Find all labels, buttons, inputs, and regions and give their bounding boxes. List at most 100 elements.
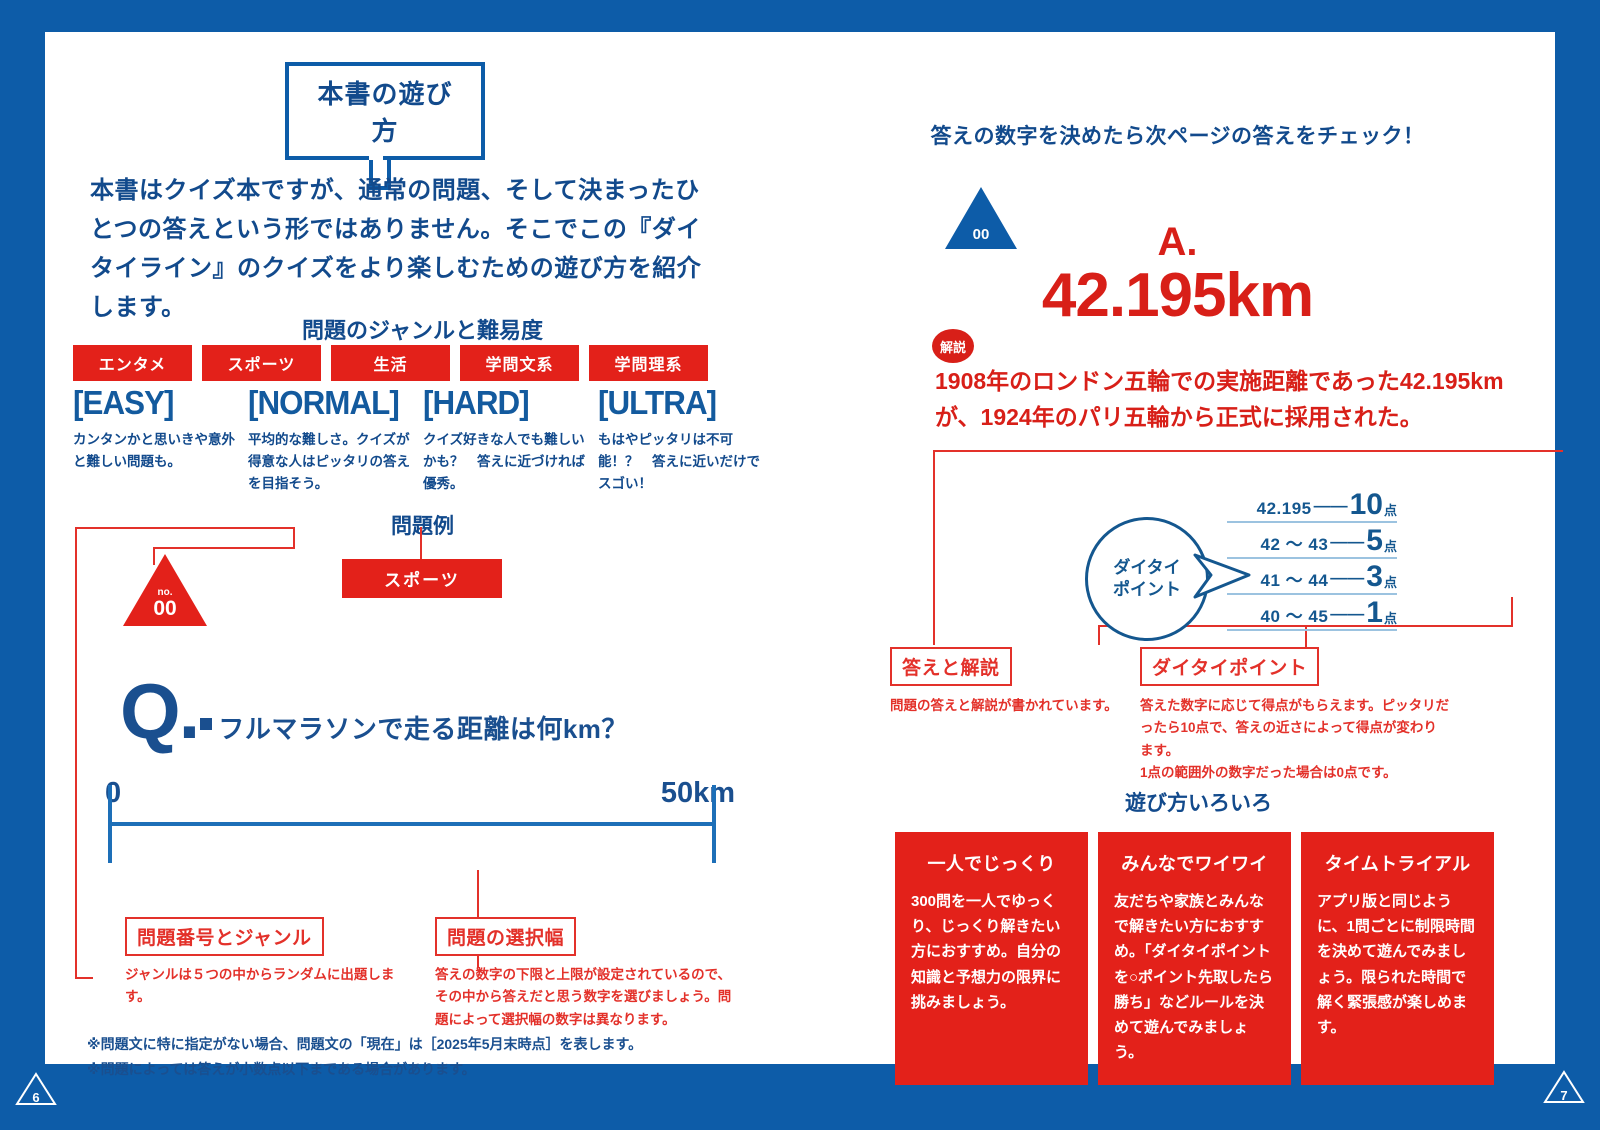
callout-label: ダイタイポイント: [1140, 647, 1320, 686]
points-table: 42.195 —— 10 点 42 〜 43 —— 5 点 41 〜 44 ——…: [1227, 487, 1397, 631]
points-row: 42.195 —— 10 点: [1227, 487, 1397, 523]
left-page: 本書の遊び方 本書はクイズ本ですが、通常の問題、そして決まったひとつの答えという…: [45, 32, 800, 1077]
daitai-point-bubble: ダイタイ ポイント: [1085, 517, 1209, 641]
points-range: 42 〜 43: [1260, 535, 1329, 554]
play-style-card[interactable]: タイムトライアル アプリ版と同じように、1問ごとに制限時間を決めて遊んでみましょ…: [1301, 832, 1494, 1086]
scale-tick-right: [712, 785, 716, 863]
connector-line: [933, 450, 935, 645]
genre-tag-row: エンタメ スポーツ 生活 学問文系 学問理系: [73, 345, 773, 381]
play-styles-heading: 遊び方いろいろ: [1125, 792, 1272, 815]
page-number-left: 6: [14, 1070, 58, 1108]
example-heading: 問題例: [391, 515, 454, 538]
points-range: 40 〜 45: [1260, 607, 1329, 626]
points-unit: 点: [1383, 611, 1397, 626]
question-line: Q. フルマラソンで走る距離は何km？: [120, 672, 628, 750]
answer-value: 42.195km: [1041, 261, 1314, 330]
scale-bar: [108, 822, 712, 826]
callout-desc: 答えた数字に応じて得点がもらえます。ピッタリだったら10点で、答えの近さによって…: [1140, 698, 1450, 780]
genre-tag[interactable]: 生活: [331, 345, 450, 381]
points-unit: 点: [1383, 575, 1397, 590]
q-letter: Q.: [120, 667, 200, 755]
connector-line: [293, 527, 295, 549]
difficulty-item: [HARD] クイズ好きな人でも難しいかも？ 答えに近づければ優秀。: [423, 382, 598, 494]
difficulty-item: [NORMAL] 平均的な難しさ。クイズが得意な人はピッタリの答えを目指そう。: [248, 382, 423, 494]
answer-label: A.: [1157, 220, 1198, 264]
bubble-tail: [369, 155, 391, 190]
badge-no-label: no.: [157, 586, 173, 598]
bubble-pointer-icon: [1193, 553, 1251, 599]
difficulty-desc: 平均的な難しさ。クイズが得意な人はピッタリの答えを目指そう。: [248, 431, 410, 491]
genre-tag[interactable]: 学問文系: [460, 345, 579, 381]
connector-line: [420, 527, 422, 560]
callout-desc: 答えの数字の下限と上限が設定されているので、その中から答えだと思う数字を選びまし…: [435, 967, 732, 1027]
connector-line: [1305, 625, 1307, 647]
book-spread: 本書の遊び方 本書はクイズ本ですが、通常の問題、そして決まったひとつの答えという…: [45, 32, 1563, 1086]
badge-number: 00: [153, 596, 177, 620]
card-title: みんなでワイワイ: [1121, 854, 1268, 874]
bubble-line-1: ダイタイ: [1113, 557, 1181, 577]
page-number-value: 7: [1560, 1088, 1568, 1103]
connector-line: [75, 527, 77, 979]
difficulty-name: [EASY]: [73, 384, 175, 421]
connector-line: [1098, 625, 1100, 645]
callout-answer-range: 問題の選択幅 答えの数字の下限と上限が設定されているので、その中から答えだと思う…: [435, 917, 735, 1031]
page-number-right: 7: [1542, 1068, 1586, 1106]
difficulty-desc: もはやピッタリは不可能！？ 答えに近いだけでスゴい！: [598, 431, 760, 491]
points-row: 40 〜 45 —— 1 点: [1227, 595, 1397, 631]
footnotes: ※問題文に特に指定がない場合、問題文の「現在」は［2025年5月末時点］を表しま…: [87, 1032, 727, 1081]
question-number-badge: no. 00: [123, 554, 207, 626]
page-number-value: 6: [32, 1090, 40, 1105]
callout-label: 問題番号とジャンル: [125, 917, 324, 956]
connector-line: [933, 450, 1563, 452]
genre-tag[interactable]: 学問理系: [589, 345, 708, 381]
section-title-bubble: 本書の遊び方: [285, 62, 485, 190]
intro-paragraph: 本書はクイズ本ですが、通常の問題、そして決まったひとつの答えという形ではありませ…: [90, 177, 702, 321]
points-dash: ——: [1313, 496, 1348, 515]
question-number-triangle-icon: [123, 554, 207, 626]
card-title: タイムトライアル: [1324, 854, 1471, 874]
right-page-heading: 答えの数字を決めたら次ページの答えをチェック！: [930, 125, 1425, 148]
points-score: 3: [1366, 559, 1383, 593]
connector-line: [75, 527, 295, 529]
example-genre-tag[interactable]: スポーツ: [342, 559, 502, 598]
question-text: フルマラソンで走る距離は何km？: [218, 714, 628, 744]
section-title: 本書の遊び方: [285, 62, 485, 160]
genre-tag[interactable]: スポーツ: [202, 345, 321, 381]
difficulty-item: [ULTRA] もはやピッタリは不可能！？ 答えに近いだけでスゴい！: [598, 382, 773, 494]
play-style-card[interactable]: みんなでワイワイ 友だちや家族とみんなで解きたい方におすすめ。「ダイタイポイント…: [1098, 832, 1291, 1086]
difficulty-name: [ULTRA]: [598, 384, 717, 421]
explanation-badge: 解説: [932, 329, 974, 363]
points-score: 10: [1349, 487, 1383, 521]
difficulty-item: [EASY] カンタンかと思いきや意外と難しい問題も。: [73, 382, 248, 494]
points-dash: ——: [1330, 568, 1365, 587]
explanation-text: 1908年のロンドン五輪での実施距離であった42.195kmが、1924年のパリ…: [935, 368, 1504, 430]
callout-answer-explanation: 答えと解説 問題の答えと解説が書かれています。: [890, 647, 1140, 717]
play-style-cards: 一人でじっくり 300問を一人でゆっくり、じっくり解きたい方におすすめ。自分の知…: [895, 832, 1495, 1086]
page-triangle-icon: [15, 1072, 57, 1105]
connector-line: [153, 547, 295, 549]
bubble-line-2: ポイント: [1113, 580, 1181, 599]
scale-max-label: 50km: [660, 777, 735, 809]
callout-desc: ジャンルは５つの中からランダムに出題します。: [125, 967, 395, 1005]
points-row: 41 〜 44 —— 3 点: [1227, 559, 1397, 595]
points-score: 1: [1366, 595, 1383, 629]
genre-tag[interactable]: エンタメ: [73, 345, 192, 381]
q-square-icon: [200, 718, 213, 730]
points-dash: ——: [1330, 532, 1365, 551]
page-triangle-icon: [1543, 1070, 1585, 1103]
card-body: 友だちや家族とみんなで解きたい方におすすめ。「ダイタイポイントを○ポイント先取し…: [1114, 893, 1274, 1062]
card-title: 一人でじっくり: [927, 854, 1056, 874]
footnote-item: ※問題によっては答えが小数点以下まである場合があります。: [87, 1060, 476, 1077]
callout-daitai-point: ダイタイポイント 答えた数字に応じて得点がもらえます。ピッタリだったら10点で、…: [1140, 647, 1450, 784]
difficulty-name: [NORMAL]: [248, 384, 400, 421]
points-unit: 点: [1383, 539, 1397, 554]
callout-label: 問題の選択幅: [435, 917, 577, 956]
play-style-card[interactable]: 一人でじっくり 300問を一人でゆっくり、じっくり解きたい方におすすめ。自分の知…: [895, 832, 1088, 1086]
genre-section-heading: 問題のジャンルと難易度: [302, 318, 543, 343]
difficulty-desc: クイズ好きな人でも難しいかも？ 答えに近づければ優秀。: [423, 431, 585, 491]
answer-number-triangle-icon: [945, 187, 1017, 249]
difficulty-name: [HARD]: [423, 384, 530, 421]
points-dash: ——: [1330, 604, 1365, 623]
callout-desc: 問題の答えと解説が書かれています。: [890, 698, 1118, 713]
footnote-item: ※問題文に特に指定がない場合、問題文の「現在」は［2025年5月末時点］を表しま…: [87, 1036, 643, 1052]
